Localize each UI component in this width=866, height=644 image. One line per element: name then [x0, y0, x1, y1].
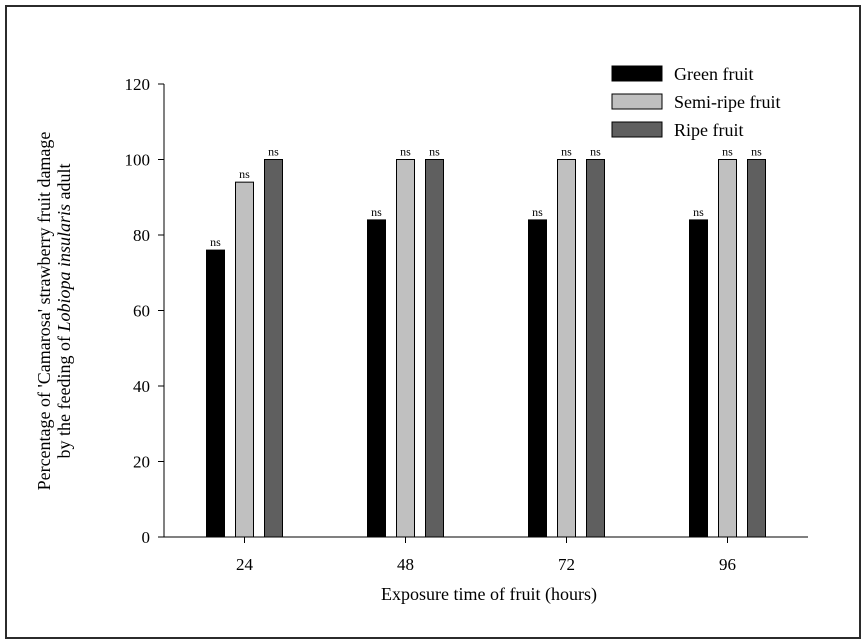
- bar-annotations: ns ns ns ns ns ns ns ns ns ns ns ns: [210, 145, 762, 250]
- bar-annotation: ns: [590, 145, 601, 159]
- x-axis-label: Exposure time of fruit (hours): [381, 584, 597, 605]
- bar-annotation: ns: [751, 145, 762, 159]
- bar-annotation: ns: [268, 145, 279, 159]
- bar: [689, 219, 708, 538]
- bar-annotation: ns: [532, 205, 543, 219]
- legend-label: Green fruit: [674, 64, 753, 84]
- x-tick-label: 48: [397, 555, 414, 574]
- bar-annotation: ns: [722, 145, 733, 159]
- legend: Green fruit Semi-ripe fruit Ripe fruit: [611, 64, 780, 140]
- bar: [425, 159, 444, 538]
- bar-annotation: ns: [429, 145, 440, 159]
- bar-annotation: ns: [239, 167, 250, 181]
- bar: [718, 159, 737, 538]
- bars: [206, 159, 766, 538]
- y-tick-label: 80: [133, 226, 150, 245]
- y-axis: 0 20 40 60 80 100 120: [125, 75, 165, 547]
- legend-label: Semi-ripe fruit: [674, 92, 780, 112]
- bar: [206, 249, 225, 538]
- x-tick-label: 96: [719, 555, 736, 574]
- y-axis-label-suffix: adult: [54, 164, 74, 205]
- bar-annotation: ns: [371, 205, 382, 219]
- y-axis-label-line2: by the feeding of Lobiopa insularis adul…: [54, 164, 74, 459]
- y-tick-label: 20: [133, 453, 150, 472]
- y-axis-label-line1: Percentage of 'Camarosa' strawberry frui…: [34, 132, 54, 491]
- x-axis: 24 48 72 96: [164, 536, 808, 574]
- bar: [528, 219, 547, 538]
- y-tick-label: 40: [133, 377, 150, 396]
- y-axis-label-species: Lobiopa insularis: [54, 204, 74, 333]
- y-axis-label-prefix: by the feeding of: [54, 332, 74, 459]
- y-tick-label: 120: [125, 75, 151, 94]
- legend-swatch: [611, 121, 663, 138]
- bar: [264, 159, 283, 538]
- y-tick-label: 0: [142, 528, 151, 547]
- bar: [557, 159, 576, 538]
- bar-annotation: ns: [561, 145, 572, 159]
- bar: [586, 159, 605, 538]
- legend-swatch: [611, 65, 663, 82]
- bar: [396, 159, 415, 538]
- bar-annotation: ns: [210, 235, 221, 249]
- bar: [747, 159, 766, 538]
- bar: [367, 219, 386, 538]
- legend-label: Ripe fruit: [674, 120, 744, 140]
- bar: [235, 181, 254, 538]
- x-tick-label: 24: [236, 555, 254, 574]
- y-tick-label: 100: [125, 151, 151, 170]
- legend-swatch: [611, 93, 663, 110]
- bar-annotation: ns: [693, 205, 704, 219]
- x-tick-label: 72: [558, 555, 575, 574]
- y-tick-label: 60: [133, 302, 150, 321]
- bar-annotation: ns: [400, 145, 411, 159]
